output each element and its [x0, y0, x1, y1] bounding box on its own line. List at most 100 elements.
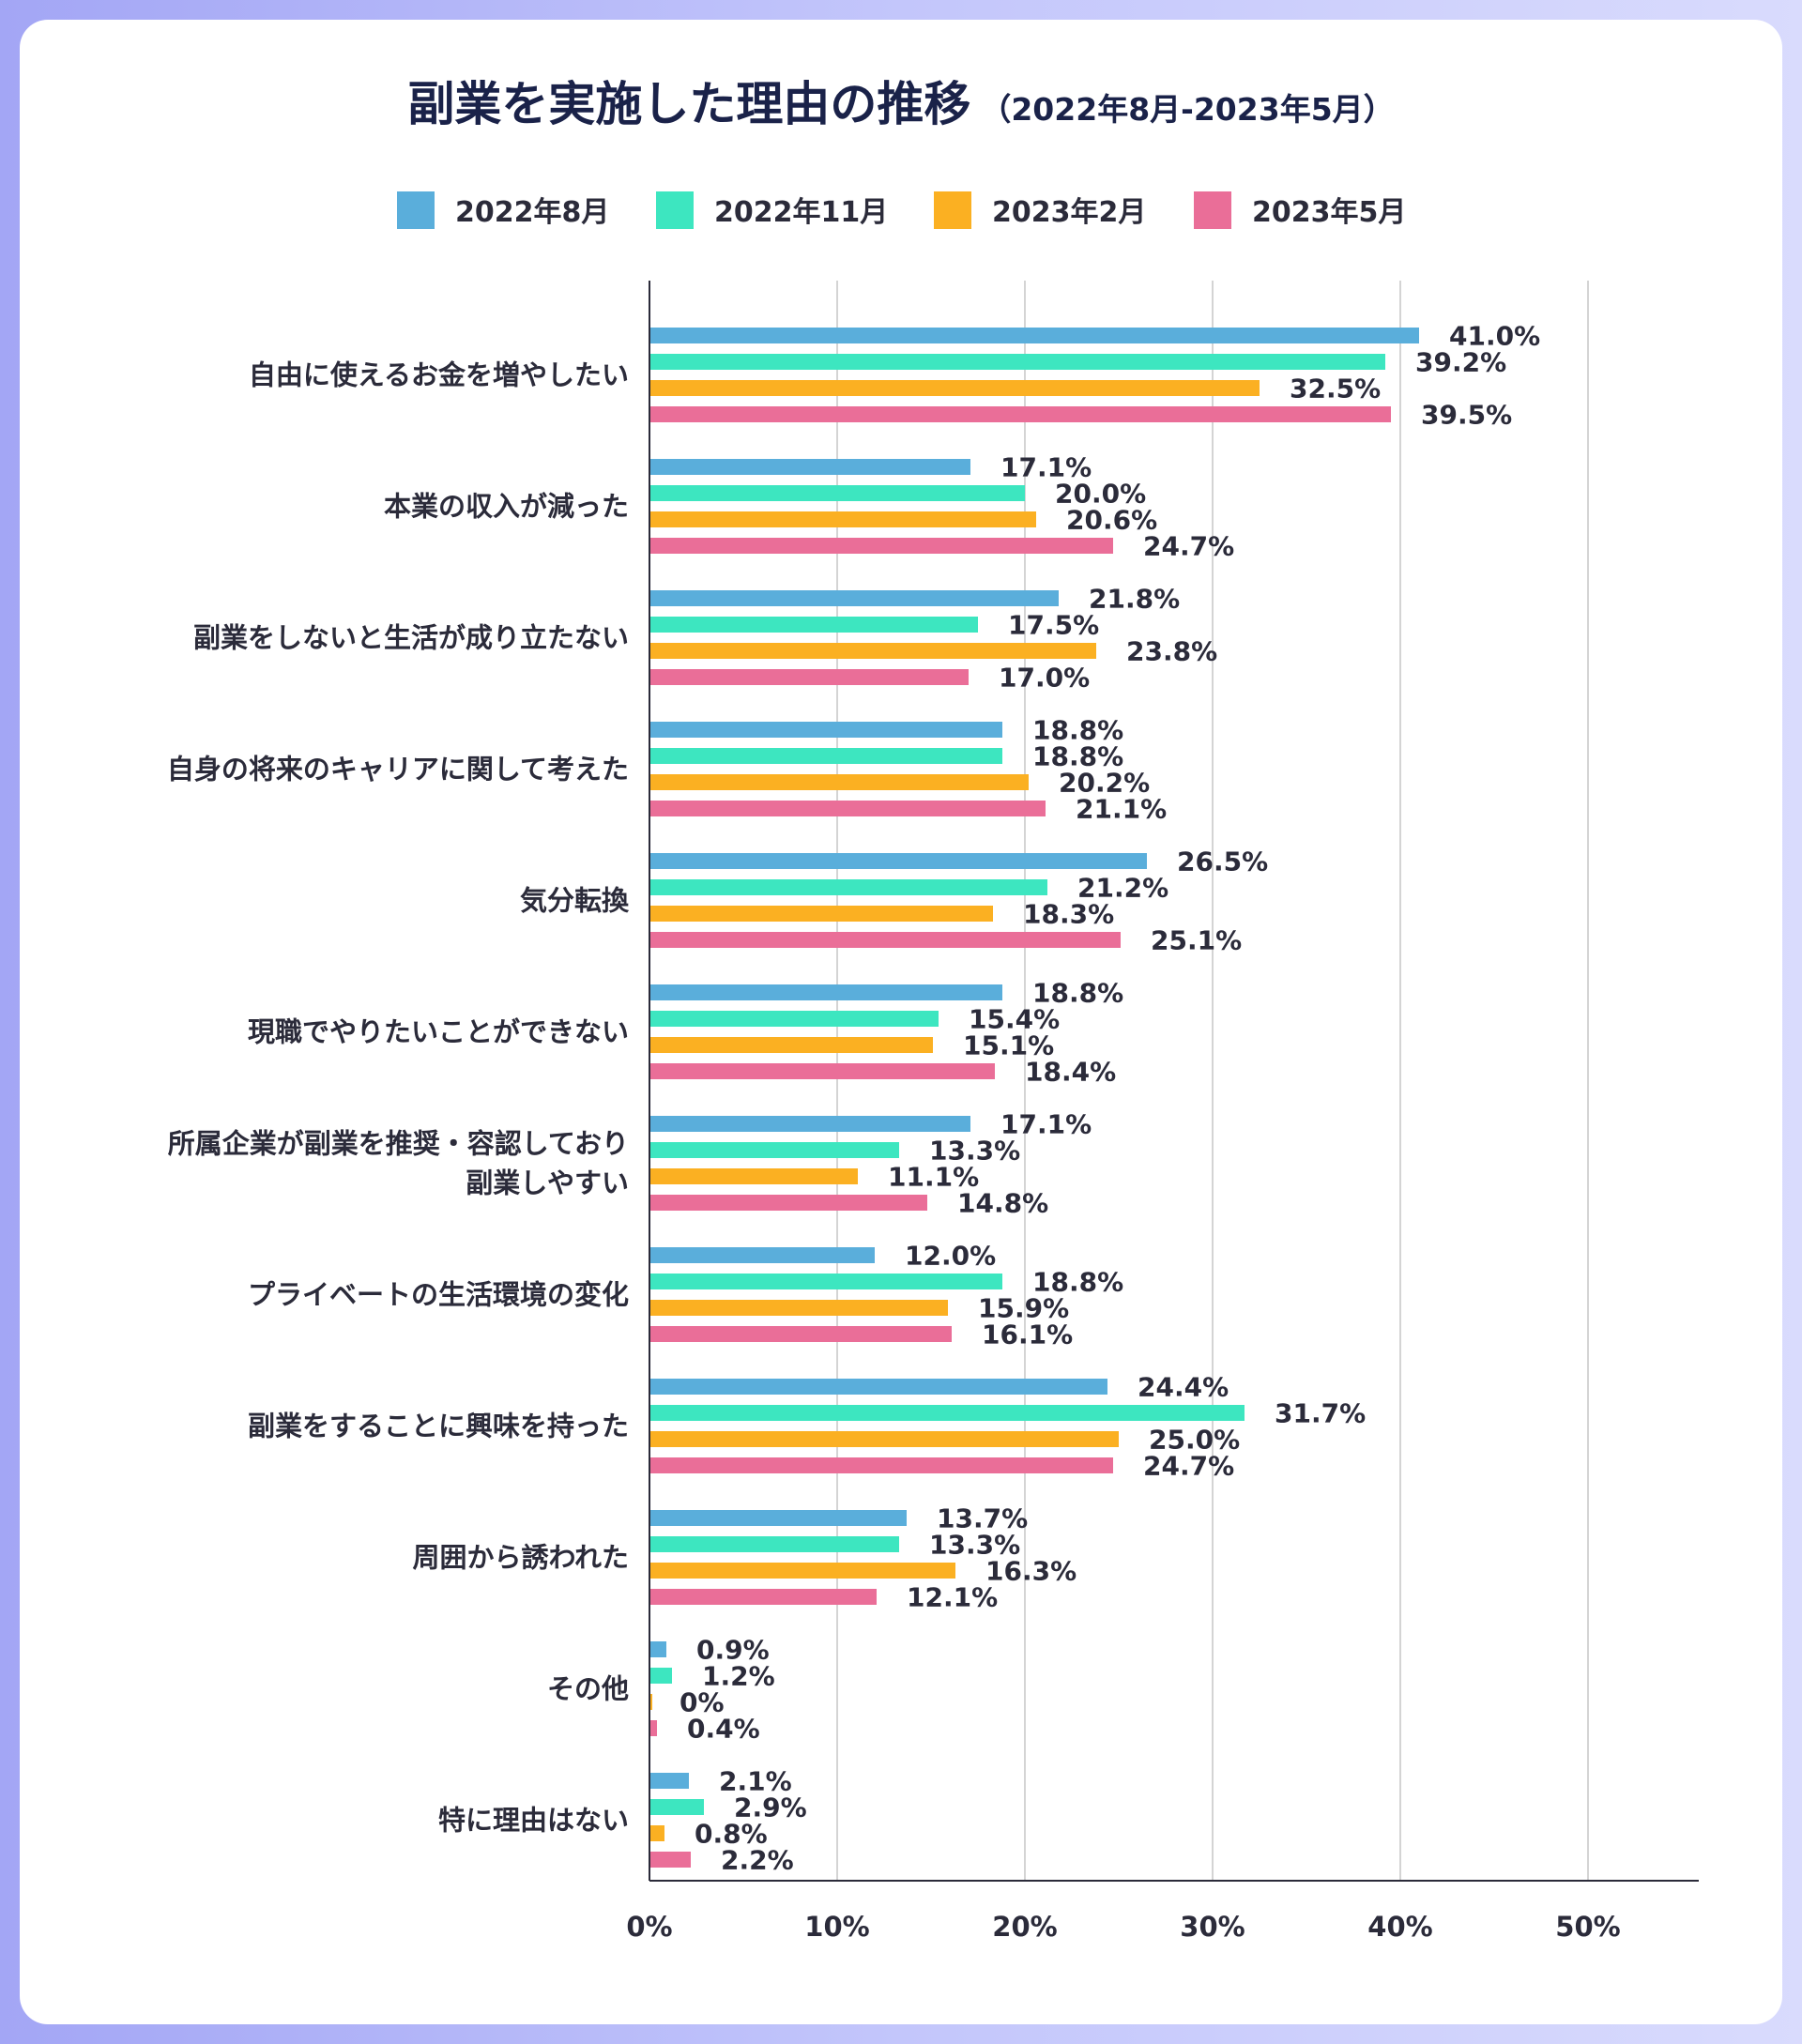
- x-tick-label: 0%: [626, 1911, 672, 1943]
- bar: [649, 1379, 1107, 1395]
- chart-subtitle: （2022年8月-2023年5月）: [980, 91, 1394, 128]
- value-label: 23.8%: [1126, 636, 1217, 667]
- bar: [649, 1405, 1245, 1421]
- value-label: 24.7%: [1143, 531, 1234, 562]
- bar: [649, 879, 1047, 895]
- value-label: 17.0%: [999, 663, 1090, 694]
- bar: [649, 617, 978, 633]
- bar: [649, 1589, 877, 1605]
- bar: [649, 722, 1002, 738]
- bar: [649, 354, 1385, 370]
- category-label: 周囲から誘われた: [412, 1542, 629, 1574]
- value-label: 13.7%: [937, 1503, 1028, 1534]
- bar: [649, 1195, 927, 1211]
- bar: [649, 801, 1046, 816]
- value-label: 2.1%: [719, 1766, 792, 1797]
- value-label: 25.1%: [1151, 925, 1242, 956]
- axes: [649, 281, 1699, 1882]
- category-label-line: 自由に使えるお金を増やしたい: [249, 359, 629, 391]
- value-label: 18.4%: [1025, 1057, 1116, 1088]
- bar: [649, 485, 1025, 501]
- bar: [649, 459, 970, 475]
- bar: [649, 1668, 672, 1684]
- bar: [649, 1274, 1002, 1289]
- value-label: 18.8%: [1032, 1267, 1123, 1298]
- value-label: 18.8%: [1032, 715, 1123, 746]
- value-labels: 41.0%39.2%32.5%39.5%17.1%20.0%20.6%24.7%…: [680, 321, 1540, 1876]
- x-tick-label: 40%: [1367, 1911, 1432, 1943]
- bar: [649, 1431, 1119, 1447]
- category-label-line: プライベートの生活環境の変化: [248, 1279, 629, 1311]
- bar: [649, 1773, 689, 1789]
- value-label: 14.8%: [957, 1188, 1048, 1219]
- bar: [649, 406, 1391, 422]
- value-label: 31.7%: [1275, 1398, 1366, 1429]
- bar: [649, 1852, 691, 1868]
- chart-svg: 副業を実施した理由の推移 （2022年8月-2023年5月） 2022年8月 202…: [167, 77, 1699, 1943]
- value-label: 16.3%: [985, 1556, 1077, 1587]
- bars: [649, 328, 1419, 1868]
- x-tick-label: 20%: [992, 1911, 1057, 1943]
- category-label: 副業をすることに興味を持った: [248, 1411, 629, 1442]
- value-label: 21.2%: [1077, 873, 1168, 904]
- value-label: 0%: [680, 1687, 725, 1718]
- value-label: 12.0%: [905, 1241, 996, 1272]
- x-tick-label: 50%: [1555, 1911, 1620, 1943]
- value-label: 39.5%: [1421, 400, 1512, 431]
- value-label: 39.2%: [1415, 347, 1506, 378]
- chart-title: 副業を実施した理由の推移 （2022年8月-2023年5月）: [407, 77, 1394, 131]
- bar: [649, 1799, 704, 1815]
- category-label-line: 特に理由はない: [438, 1805, 629, 1837]
- category-label: 気分転換: [520, 885, 630, 917]
- value-label: 15.4%: [969, 1004, 1060, 1035]
- legend-label-4: 2023年5月: [1252, 196, 1406, 229]
- legend: 2022年8月 2022年11月 2023年2月 2023年5月: [397, 191, 1406, 229]
- bar: [649, 1641, 666, 1657]
- bar: [649, 1116, 970, 1132]
- legend-swatch-4: [1194, 191, 1231, 229]
- bar: [649, 774, 1029, 790]
- bar: [649, 380, 1260, 396]
- bar: [649, 853, 1147, 869]
- value-label: 17.1%: [1000, 452, 1092, 483]
- category-label: 現職でやりたいことができない: [248, 1016, 629, 1048]
- bar: [649, 590, 1059, 606]
- value-label: 20.2%: [1059, 768, 1150, 799]
- value-label: 0.8%: [695, 1819, 768, 1850]
- value-label: 18.3%: [1023, 899, 1114, 930]
- bar: [649, 1694, 652, 1710]
- bar: [649, 1142, 899, 1158]
- legend-swatch-3: [934, 191, 971, 229]
- category-label: 自由に使えるお金を増やしたい: [249, 359, 629, 391]
- category-label-line: 副業しやすい: [466, 1167, 629, 1199]
- value-label: 13.3%: [929, 1530, 1020, 1561]
- bar: [649, 1063, 995, 1079]
- chart-card: 副業を実施した理由の推移 （2022年8月-2023年5月） 2022年8月 202…: [20, 20, 1782, 2024]
- value-label: 17.5%: [1008, 610, 1099, 641]
- category-label: 本業の収入が減った: [384, 491, 629, 523]
- bar: [649, 1720, 657, 1736]
- category-label: 特に理由はない: [438, 1805, 629, 1837]
- bar: [649, 511, 1036, 527]
- category-label: プライベートの生活環境の変化: [248, 1279, 629, 1311]
- x-tick-label: 10%: [804, 1911, 869, 1943]
- value-label: 11.1%: [888, 1162, 979, 1193]
- bar: [649, 1011, 939, 1027]
- value-label: 12.1%: [907, 1582, 998, 1613]
- bar: [649, 1247, 875, 1263]
- category-label-line: 本業の収入が減った: [384, 491, 629, 523]
- value-label: 0.9%: [696, 1635, 770, 1666]
- value-label: 26.5%: [1177, 847, 1268, 877]
- bar: [649, 984, 1002, 1000]
- bar: [649, 1300, 948, 1316]
- value-label: 18.8%: [1032, 978, 1123, 1009]
- bar: [649, 1326, 952, 1342]
- bar: [649, 748, 1002, 764]
- value-label: 24.4%: [1138, 1372, 1229, 1403]
- bar: [649, 906, 993, 922]
- chart-title-main: 副業を実施した理由の推移: [407, 77, 970, 131]
- bar: [649, 1510, 907, 1526]
- category-label-line: 自身の将来のキャリアに関して考えた: [167, 754, 629, 786]
- legend-swatch-1: [397, 191, 435, 229]
- value-label: 16.1%: [982, 1319, 1073, 1350]
